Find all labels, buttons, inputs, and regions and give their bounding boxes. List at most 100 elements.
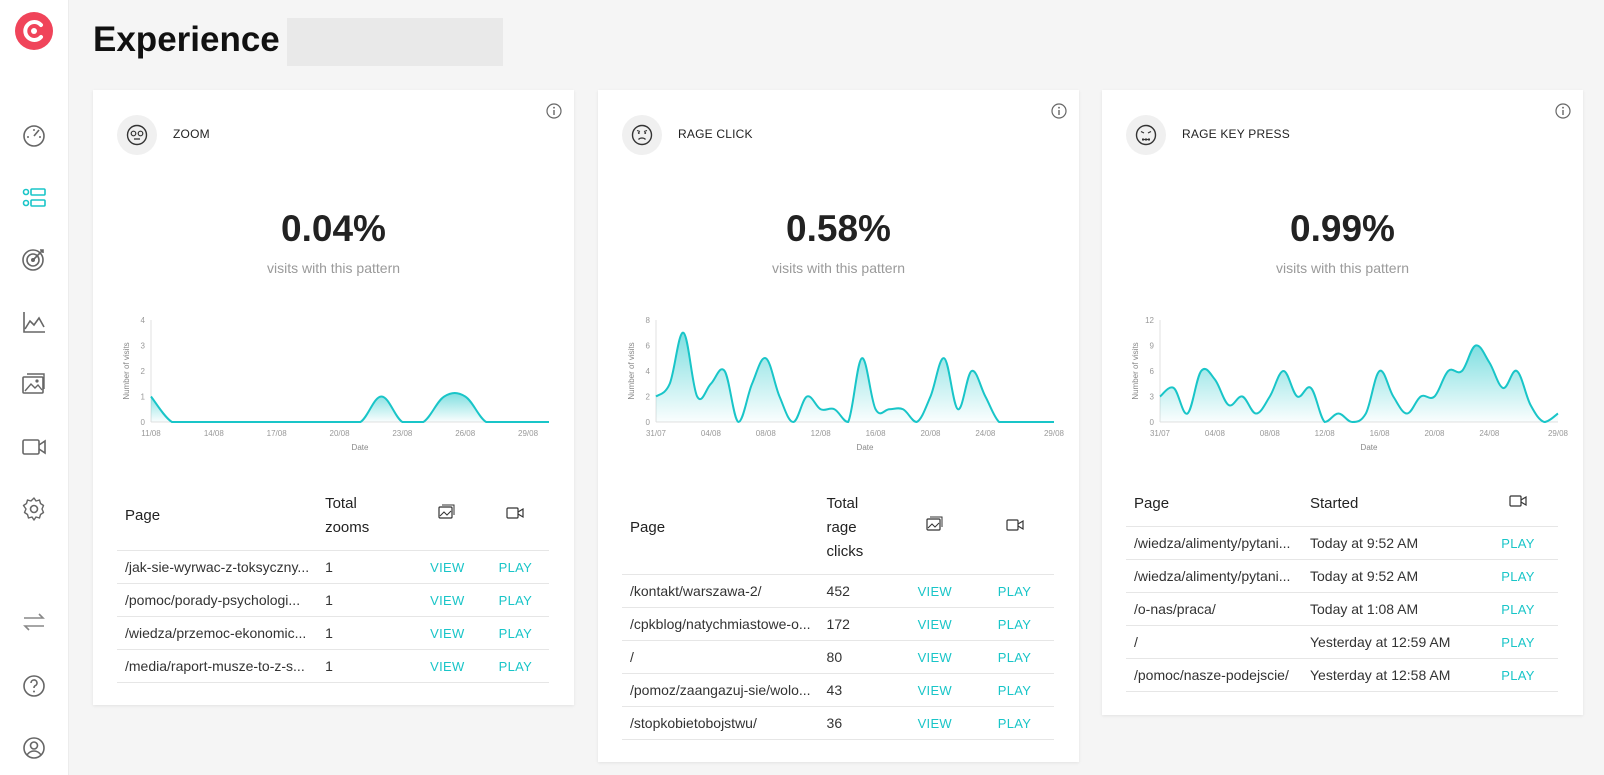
view-link[interactable]: VIEW xyxy=(894,640,976,674)
view-link[interactable]: VIEW xyxy=(413,583,482,617)
view-link[interactable]: VIEW xyxy=(894,574,976,608)
info-icon[interactable] xyxy=(1555,103,1571,119)
column-header-recording xyxy=(481,482,549,551)
play-link[interactable]: PLAY xyxy=(481,583,549,617)
play-link[interactable]: PLAY xyxy=(481,616,549,650)
play-link[interactable]: PLAY xyxy=(1478,526,1558,560)
dashboard-icon[interactable] xyxy=(20,121,48,149)
swap-arrows-icon[interactable] xyxy=(20,608,48,636)
page-url: /pomoc/nasze-podejscie/ xyxy=(1126,658,1302,692)
gear-icon[interactable] xyxy=(20,495,48,523)
page-url: /stopkobietobojstwu/ xyxy=(622,706,819,740)
pattern-subtitle: visits with this pattern xyxy=(1275,260,1410,276)
angry-face-icon xyxy=(1126,115,1166,155)
column-header-started: Started xyxy=(1302,482,1478,527)
table-row: /o-nas/praca/ Today at 1:08 AM PLAY xyxy=(1126,592,1558,626)
y-tick-label: 12 xyxy=(1145,316,1154,325)
chart-svg: 0 2 4 6 8 31/07 04/08 08/08 12/08 16/08 20/08 24/08… xyxy=(627,316,1065,452)
table-row: /jak-sie-wyrwac-z-toksyczny... 1 VIEW PL… xyxy=(117,550,549,584)
pattern-percentage: 0.58% xyxy=(786,208,891,249)
series-line xyxy=(655,331,1054,424)
view-link[interactable]: VIEW xyxy=(894,673,976,707)
y-tick-label: 2 xyxy=(141,367,146,376)
x-tick-label: 24/08 xyxy=(975,429,996,438)
play-link[interactable]: PLAY xyxy=(1478,625,1558,659)
play-link[interactable]: PLAY xyxy=(975,607,1054,641)
row-count: 172 xyxy=(818,607,895,641)
zoom-face-icon xyxy=(117,115,157,155)
y-tick-label: 3 xyxy=(141,342,146,351)
play-link[interactable]: PLAY xyxy=(1478,559,1558,593)
table-row: /cpkblog/natychmiastowe-o... 172 VIEW PL… xyxy=(622,607,1054,641)
y-tick-label: 6 xyxy=(646,342,651,351)
row-count: 1 xyxy=(317,583,414,617)
play-link[interactable]: PLAY xyxy=(481,649,549,683)
title-placeholder xyxy=(287,18,503,66)
page-url: /wiedza/alimenty/pytani... xyxy=(1126,559,1302,593)
x-tick-label: 29/08 xyxy=(1548,429,1569,438)
play-link[interactable]: PLAY xyxy=(975,574,1054,608)
x-tick-label: 20/08 xyxy=(330,429,351,438)
started-time: Yesterday at 12:59 AM xyxy=(1302,625,1478,659)
y-tick-label: 4 xyxy=(646,367,651,376)
view-link[interactable]: VIEW xyxy=(413,616,482,650)
play-link[interactable]: PLAY xyxy=(975,640,1054,674)
heatmap-image-icon[interactable] xyxy=(20,371,48,399)
table-row: /wiedza/przemoc-ekonomic... 1 VIEW PLAY xyxy=(117,616,549,650)
area-chart-icon[interactable] xyxy=(20,308,48,336)
row-count: 1 xyxy=(317,550,414,584)
x-tick-label: 20/08 xyxy=(920,429,941,438)
y-tick-label: 0 xyxy=(141,418,146,427)
x-axis-label: Date xyxy=(352,443,369,452)
started-time: Today at 1:08 AM xyxy=(1302,592,1478,626)
x-tick-label: 04/08 xyxy=(701,429,722,438)
x-tick-label: 16/08 xyxy=(866,429,887,438)
y-tick-label: 6 xyxy=(1150,367,1155,376)
play-link[interactable]: PLAY xyxy=(975,706,1054,740)
sessions-list-icon[interactable] xyxy=(20,184,48,212)
x-tick-label: 04/08 xyxy=(1205,429,1226,438)
row-count: 452 xyxy=(818,574,895,608)
column-header-heatmap xyxy=(894,482,976,575)
video-camera-icon[interactable] xyxy=(20,433,48,461)
info-icon[interactable] xyxy=(546,103,562,119)
started-time: Yesterday at 12:58 AM xyxy=(1302,658,1478,692)
x-tick-label: 12/08 xyxy=(1315,429,1336,438)
x-tick-label: 31/07 xyxy=(646,429,667,438)
x-tick-label: 24/08 xyxy=(1479,429,1500,438)
table-row: /pomoz/zaangazuj-sie/wolo... 43 VIEW PLA… xyxy=(622,673,1054,707)
table-row: /stopkobietobojstwu/ 36 VIEW PLAY xyxy=(622,706,1054,740)
play-link[interactable]: PLAY xyxy=(975,673,1054,707)
target-icon[interactable] xyxy=(20,245,48,273)
chart-svg: 0 3 6 9 12 31/07 04/08 08/08 12/08 16/08 20/08 24/0… xyxy=(1131,316,1569,452)
view-link[interactable]: VIEW xyxy=(894,607,976,641)
app-logo-icon[interactable] xyxy=(14,11,54,51)
series-line xyxy=(150,392,549,423)
view-link[interactable]: VIEW xyxy=(413,649,482,683)
info-icon[interactable] xyxy=(1051,103,1067,119)
x-tick-label: 08/08 xyxy=(1260,429,1281,438)
pattern-subtitle: visits with this pattern xyxy=(266,260,401,276)
play-link[interactable]: PLAY xyxy=(481,550,549,584)
page-url: /kontakt/warszawa-2/ xyxy=(622,574,819,608)
page-title: Experience xyxy=(93,20,280,59)
page-url: /pomoc/porady-psychologi... xyxy=(117,583,318,617)
table-row: / Yesterday at 12:59 AM PLAY xyxy=(1126,625,1558,659)
column-header-heatmap xyxy=(413,482,482,551)
user-icon[interactable] xyxy=(20,734,48,762)
view-link[interactable]: VIEW xyxy=(413,550,482,584)
play-link[interactable]: PLAY xyxy=(1478,592,1558,626)
table-row: /wiedza/alimenty/pytani... Today at 9:52… xyxy=(1126,559,1558,593)
help-icon[interactable] xyxy=(20,672,48,700)
page-url: /pomoz/zaangazuj-sie/wolo... xyxy=(622,673,819,707)
play-link[interactable]: PLAY xyxy=(1478,658,1558,692)
video-camera-icon xyxy=(506,507,524,519)
table-row: / 80 VIEW PLAY xyxy=(622,640,1054,674)
column-header-page: Page xyxy=(1126,482,1302,527)
card-title: RAGE KEY PRESS xyxy=(1182,127,1290,141)
view-link[interactable]: VIEW xyxy=(894,706,976,740)
pages-table: Page Total rage clicks /kontakt/warszawa… xyxy=(622,482,1054,740)
column-header-count: Total zooms xyxy=(317,482,414,551)
x-tick-label: 20/08 xyxy=(1424,429,1445,438)
